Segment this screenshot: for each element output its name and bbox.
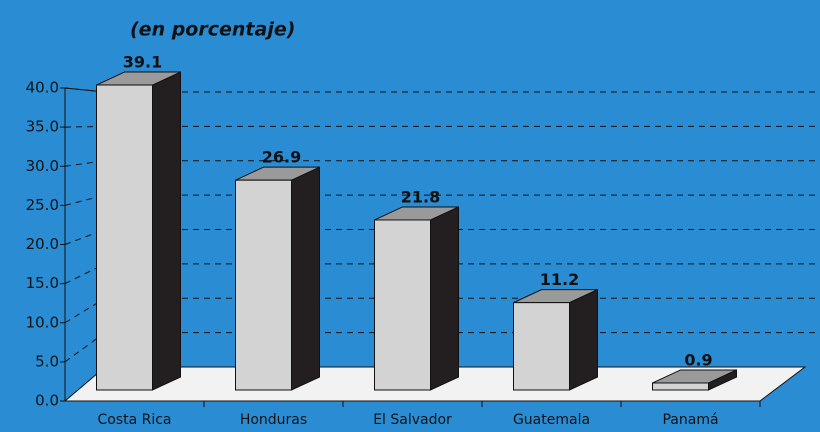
x-tick-label: Costa Rica — [97, 412, 171, 428]
x-tick-label: Guatemala — [513, 412, 590, 428]
y-tick-label: 20.0 — [26, 235, 59, 253]
bar — [652, 382, 709, 391]
x-tick-label: Honduras — [240, 412, 307, 428]
value-label: 0.9 — [684, 350, 712, 369]
bar-side — [291, 166, 320, 391]
grid-line — [64, 297, 106, 324]
bar — [513, 302, 570, 391]
value-label: 21.8 — [401, 187, 440, 206]
y-tick-label: 10.0 — [26, 313, 59, 331]
y-tick-label: 25.0 — [26, 196, 59, 214]
y-tick-label: 15.0 — [26, 274, 59, 292]
y-tick-label: 0.0 — [35, 392, 59, 410]
x-tick-label: Panamá — [662, 412, 718, 428]
y-tick-label: 35.0 — [26, 118, 59, 136]
bar — [374, 219, 431, 391]
value-label: 39.1 — [123, 53, 162, 72]
bar-side — [152, 71, 181, 391]
bar-side — [430, 206, 459, 391]
grid-line — [64, 332, 106, 363]
bar — [96, 84, 153, 391]
bar — [235, 179, 292, 391]
y-tick-label: 30.0 — [26, 157, 59, 175]
chart-title: (en porcentaje) — [130, 19, 295, 41]
x-tick-label: El Salvador — [373, 412, 452, 428]
value-label: 26.9 — [262, 148, 301, 167]
y-tick-label: 5.0 — [35, 352, 59, 370]
y-tick-label: 40.0 — [26, 79, 59, 97]
bar-side — [569, 288, 598, 391]
value-label: 11.2 — [540, 270, 579, 289]
